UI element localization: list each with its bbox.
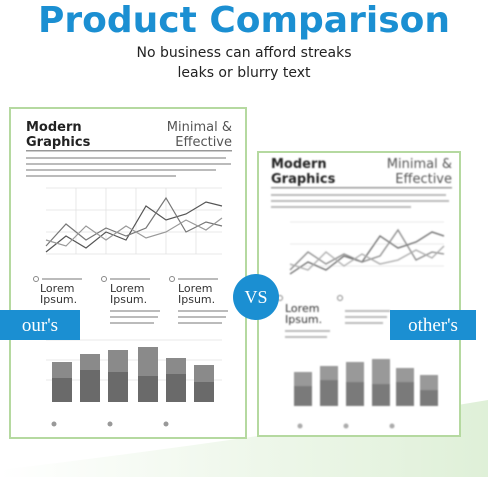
subtitle: No business can afford streaks — [136, 45, 351, 61]
doc-title: Modern — [26, 120, 82, 135]
item-title: Lorem — [178, 282, 212, 295]
item-title: Lorem — [285, 302, 319, 315]
doc-tagline: Effective — [395, 172, 452, 187]
doc-title: Graphics — [26, 135, 91, 150]
our-document: Modern Graphics Minimal & Effective Lore… — [9, 107, 247, 439]
bar-chart — [46, 339, 222, 427]
other-banner — [390, 310, 476, 340]
item-title: Lorem — [40, 282, 74, 295]
title: Product Comparison — [38, 0, 450, 41]
doc-title: Graphics — [271, 172, 336, 187]
doc-tagline: Minimal & — [387, 157, 452, 172]
our-banner — [0, 310, 80, 340]
item-title: Lorem — [110, 282, 144, 295]
item-title: Ipsum. — [178, 293, 215, 306]
item-title: Ipsum. — [110, 293, 147, 306]
item-title: Ipsum. — [285, 313, 322, 326]
doc-tagline: Effective — [175, 135, 232, 150]
our-label: our's — [22, 315, 58, 336]
subtitle: leaks or blurry text — [178, 65, 311, 81]
line-chart — [45, 187, 223, 255]
rule — [26, 150, 232, 152]
vs-label: VS — [244, 287, 267, 307]
doc-tagline: Minimal & — [167, 120, 232, 135]
vs-badge — [233, 274, 279, 320]
doc-title: Modern — [271, 157, 327, 172]
other-document: Modern Graphics Minimal & Effective Lore… — [257, 151, 461, 437]
other-label: other's — [408, 315, 458, 336]
body-text — [26, 157, 231, 177]
bar-chart — [294, 359, 438, 429]
item-title: Ipsum. — [40, 293, 77, 306]
line-chart — [289, 221, 445, 275]
items: Lorem Ipsum. Lorem Ipsum. Lorem Ipsum. — [33, 276, 228, 324]
